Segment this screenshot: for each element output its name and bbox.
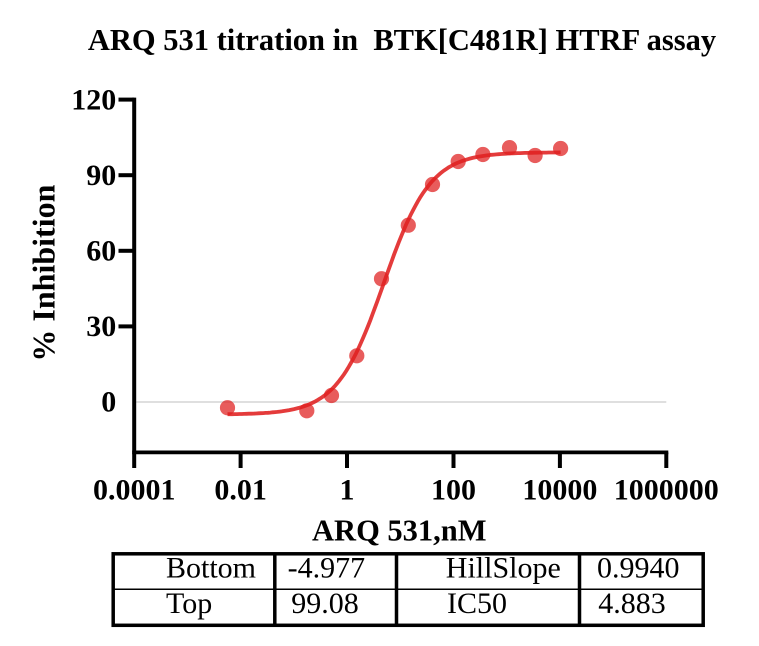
svg-text:Top: Top xyxy=(166,587,212,620)
svg-text:IC50: IC50 xyxy=(447,587,507,620)
svg-text:0.01: 0.01 xyxy=(214,473,267,506)
svg-text:ARQ 531 titration in BTK[C481: ARQ 531 titration in BTK[C481R] HTRF ass… xyxy=(88,23,716,57)
svg-text:0.9940: 0.9940 xyxy=(597,552,680,585)
svg-text:60: 60 xyxy=(86,235,116,268)
svg-text:30: 30 xyxy=(86,310,116,343)
svg-text:120: 120 xyxy=(71,83,116,116)
svg-text:4.883: 4.883 xyxy=(598,587,666,620)
svg-text:0.0001: 0.0001 xyxy=(93,473,176,506)
svg-text:100: 100 xyxy=(431,473,476,506)
svg-text:0: 0 xyxy=(101,386,116,419)
svg-text:90: 90 xyxy=(86,159,116,192)
svg-text:% Inhibition: % Inhibition xyxy=(26,184,62,361)
svg-text:Bottom: Bottom xyxy=(166,552,256,585)
svg-text:ARQ 531,nM: ARQ 531,nM xyxy=(312,514,487,548)
svg-text:99.08: 99.08 xyxy=(291,587,359,620)
svg-text:1: 1 xyxy=(340,473,355,506)
svg-text:1000000: 1000000 xyxy=(614,473,719,506)
svg-text:-4.977: -4.977 xyxy=(288,552,366,585)
svg-text:HillSlope: HillSlope xyxy=(446,552,561,585)
svg-text:10000: 10000 xyxy=(522,473,597,506)
